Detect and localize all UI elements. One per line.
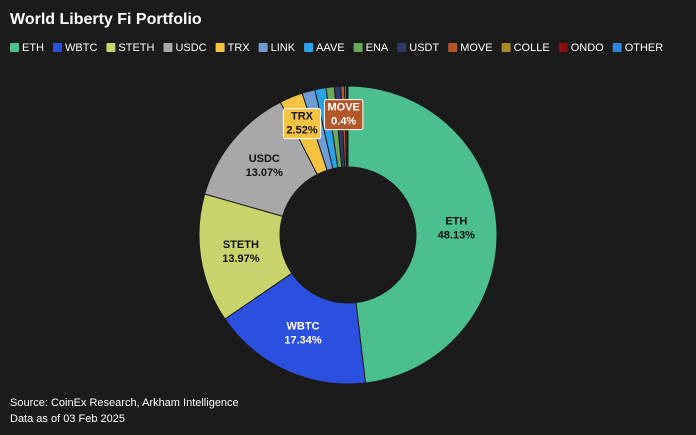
- legend-swatch: [53, 43, 62, 52]
- legend-label: AAVE: [316, 42, 345, 54]
- legend-label: OTHER: [625, 42, 664, 54]
- slice-name: USDC: [249, 153, 280, 165]
- legend-label: ONDO: [571, 42, 604, 54]
- legend-swatch: [501, 43, 511, 52]
- legend-label: MOVE: [460, 42, 492, 54]
- legend-swatch: [215, 43, 225, 52]
- slice: [347, 85, 498, 384]
- legend-swatch: [397, 43, 407, 52]
- legend: ETH WBTC STETH USDC TRX LINK AAVE ENA USDT MOVE CO…: [10, 42, 663, 54]
- slice-name: TRX: [291, 111, 314, 123]
- slice-label: USDC 13.07%: [246, 153, 284, 179]
- slice-name: MOVE: [327, 101, 359, 113]
- slice-label: TRX 2.52%: [282, 108, 322, 140]
- legend-swatch: [163, 43, 173, 52]
- slice-name: ETH: [445, 216, 467, 228]
- legend-label: ENA: [366, 42, 389, 54]
- slice-label: ETH 48.13%: [438, 216, 476, 242]
- legend-swatch: [558, 43, 568, 52]
- slice-value: 48.13%: [438, 230, 476, 242]
- legend-swatch: [258, 43, 268, 52]
- slice-value: 13.97%: [222, 253, 260, 265]
- legend-label: USDT: [409, 42, 439, 54]
- slice-name: STETH: [223, 239, 259, 251]
- legend-label: TRX: [228, 42, 251, 54]
- legend-label: STETH: [118, 42, 154, 54]
- legend-swatch: [106, 43, 116, 52]
- slice-value: 13.07%: [246, 167, 284, 179]
- label-box: [323, 99, 364, 131]
- donut: ETH 48.13% WBTC 17.34% STETH 13.97% USDC 13.07%…: [198, 85, 498, 385]
- label-box: [282, 108, 322, 140]
- legend-label: COLLE: [514, 42, 550, 54]
- slice: [224, 272, 367, 385]
- legend-swatch: [353, 43, 363, 52]
- slice-value: 2.52%: [286, 125, 317, 137]
- note: Data as of 03 Feb 2025: [10, 413, 125, 425]
- legend-label: LINK: [271, 42, 296, 54]
- legend-label: WBTC: [65, 42, 97, 54]
- slice-label: MOVE 0.4%: [323, 99, 364, 131]
- slice-value: 0.4%: [331, 115, 356, 127]
- legend-swatch: [10, 43, 19, 52]
- slice-name: WBTC: [287, 321, 320, 333]
- legend-label: ETH: [22, 42, 44, 54]
- legend-swatch: [612, 43, 622, 52]
- slice-label: WBTC 17.34%: [284, 321, 322, 347]
- legend-swatch: [448, 43, 458, 52]
- chart-title: World Liberty Fi Portfolio: [10, 11, 202, 28]
- slice-label: STETH 13.97%: [222, 239, 260, 265]
- slice-value: 17.34%: [284, 335, 322, 347]
- legend-label: USDC: [175, 42, 206, 54]
- source: Source: CoinEx Research, Arkham Intellig…: [10, 397, 239, 409]
- legend-swatch: [304, 43, 314, 52]
